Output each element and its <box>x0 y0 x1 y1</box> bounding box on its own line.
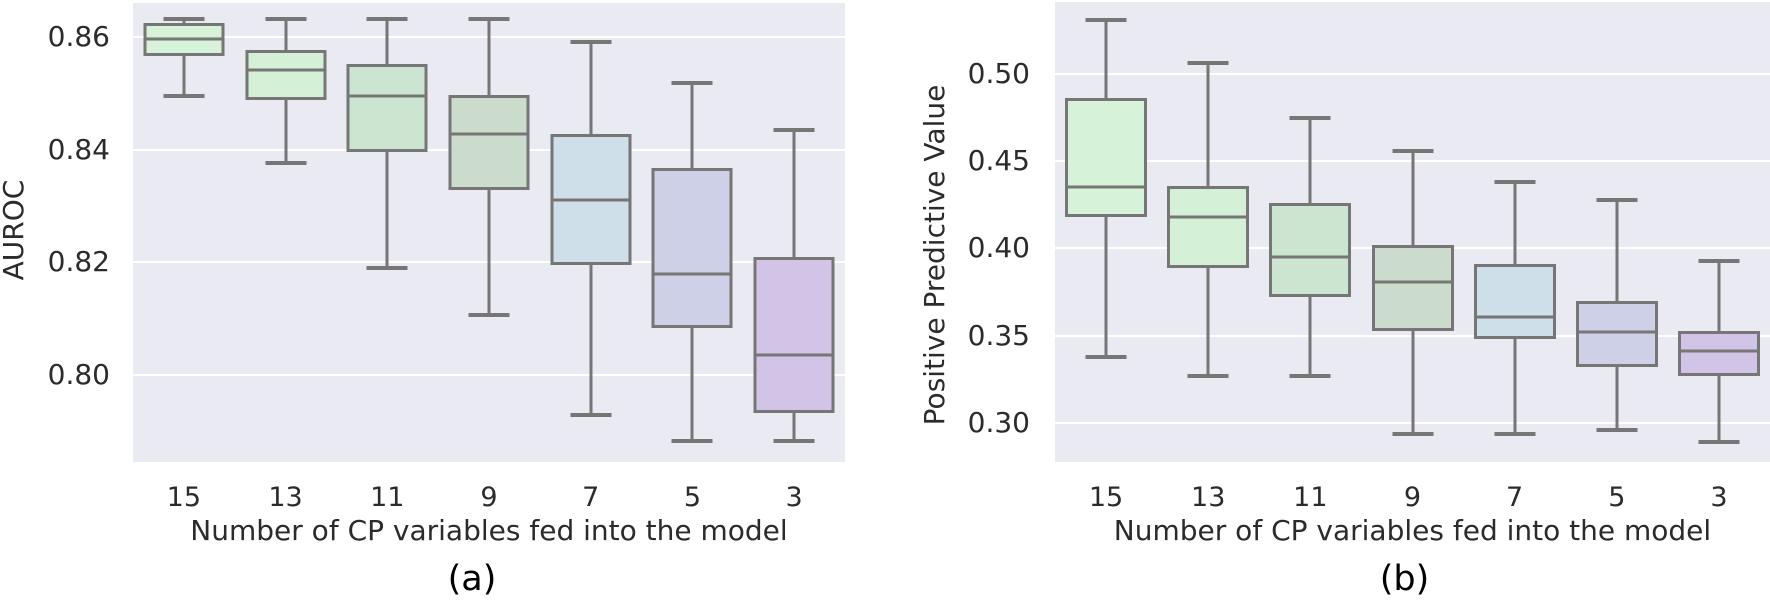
whisker-cap-bottom-11 <box>1289 373 1331 378</box>
whisker-cap-bottom-9 <box>1392 431 1433 436</box>
median-line-13 <box>245 68 327 72</box>
whisker-cap-top-9 <box>468 16 510 21</box>
whisker-cap-bottom-3 <box>773 439 815 444</box>
whisker-cap-top-13 <box>265 16 307 21</box>
y-tick-label: 0.40 <box>967 231 1030 265</box>
whisker-cap-top-11 <box>366 16 408 21</box>
whisker-cap-top-9 <box>1392 148 1433 153</box>
median-line-13 <box>1167 215 1250 219</box>
x-tick-label-11: 11 <box>1293 482 1328 513</box>
x-tick-label-7: 7 <box>582 482 600 513</box>
whisker-cap-bottom-15 <box>1085 354 1127 359</box>
median-line-3 <box>1677 349 1760 353</box>
whisker-cap-top-7 <box>1494 180 1536 185</box>
x-tick-label-9: 9 <box>1403 482 1422 513</box>
median-line-9 <box>1371 280 1454 284</box>
whisker-cap-top-7 <box>570 39 612 44</box>
box-13 <box>1167 185 1250 268</box>
whisker-cap-bottom-11 <box>366 266 408 271</box>
panel-caption-b: (b) <box>1379 559 1430 599</box>
box-9 <box>1371 245 1454 331</box>
box-5 <box>1575 300 1658 368</box>
whisker-cap-top-5 <box>671 81 713 86</box>
gridline-0.50 <box>1055 72 1770 75</box>
whisker-cap-top-15 <box>163 16 205 21</box>
whisker-cap-bottom-13 <box>265 161 307 166</box>
median-line-3 <box>753 353 835 357</box>
whisker-line-15 <box>182 18 186 97</box>
median-line-11 <box>346 94 428 98</box>
box-13 <box>245 49 327 100</box>
x-tick-label-15: 15 <box>166 482 202 513</box>
whisker-cap-top-3 <box>773 127 815 132</box>
whisker-cap-top-5 <box>1596 197 1638 202</box>
x-axis-label-b: Number of CP variables fed into the mode… <box>1113 514 1712 547</box>
x-tick-label-5: 5 <box>1608 482 1626 513</box>
median-line-5 <box>651 272 733 276</box>
box-11 <box>1269 203 1352 298</box>
median-line-15 <box>1065 185 1148 189</box>
median-line-7 <box>550 198 632 202</box>
x-tick-label-7: 7 <box>1506 482 1524 513</box>
box-11 <box>346 63 428 152</box>
whisker-cap-bottom-7 <box>1494 431 1536 436</box>
x-axis-label-a: Number of CP variables fed into the mode… <box>190 514 788 547</box>
whisker-cap-bottom-7 <box>570 413 612 418</box>
median-line-9 <box>448 132 530 136</box>
y-tick-label: 0.86 <box>47 19 110 53</box>
box-3 <box>1677 330 1760 376</box>
whisker-cap-bottom-3 <box>1698 440 1740 445</box>
whisker-cap-top-3 <box>1698 258 1740 263</box>
x-tick-label-13: 13 <box>268 482 303 513</box>
x-tick-label-11: 11 <box>370 482 405 513</box>
panel-caption-a: (a) <box>447 559 497 599</box>
median-line-7 <box>1473 315 1556 319</box>
y-tick-label: 0.30 <box>967 406 1030 440</box>
plot-area-b <box>1055 2 1770 462</box>
y-tick-label: 0.80 <box>47 358 110 392</box>
y-axis-label-ppv: Positive Predictive Value <box>918 84 951 426</box>
plot-area-a <box>133 3 845 462</box>
y-axis-label-auroc: AUROC <box>0 179 30 281</box>
whisker-cap-bottom-5 <box>671 439 713 444</box>
y-tick-label: 0.35 <box>967 318 1030 352</box>
whisker-cap-top-15 <box>1085 17 1127 22</box>
box-7 <box>1473 264 1556 340</box>
box-9 <box>448 94 530 191</box>
whisker-cap-bottom-9 <box>468 312 510 317</box>
box-5 <box>651 168 733 329</box>
whisker-cap-bottom-15 <box>163 94 205 99</box>
x-tick-label-3: 3 <box>1710 482 1728 513</box>
x-tick-label-13: 13 <box>1191 482 1226 513</box>
y-tick-label: 0.50 <box>967 56 1030 90</box>
x-tick-label-5: 5 <box>683 482 702 513</box>
x-tick-label-9: 9 <box>480 482 498 513</box>
x-tick-label-15: 15 <box>1088 482 1124 513</box>
median-line-15 <box>143 37 225 41</box>
box-15 <box>1065 98 1148 218</box>
box-3 <box>753 256 835 413</box>
y-tick-label: 0.84 <box>47 132 110 166</box>
gridline-0.80 <box>133 374 845 377</box>
y-tick-label: 0.82 <box>47 245 110 279</box>
whisker-cap-top-13 <box>1187 61 1229 66</box>
whisker-cap-bottom-13 <box>1187 373 1229 378</box>
whisker-cap-top-11 <box>1289 115 1331 120</box>
y-tick-label: 0.45 <box>967 144 1030 178</box>
whisker-cap-bottom-5 <box>1596 428 1638 433</box>
median-line-11 <box>1269 255 1352 259</box>
x-tick-label-3: 3 <box>785 482 803 513</box>
median-line-5 <box>1575 330 1658 334</box>
